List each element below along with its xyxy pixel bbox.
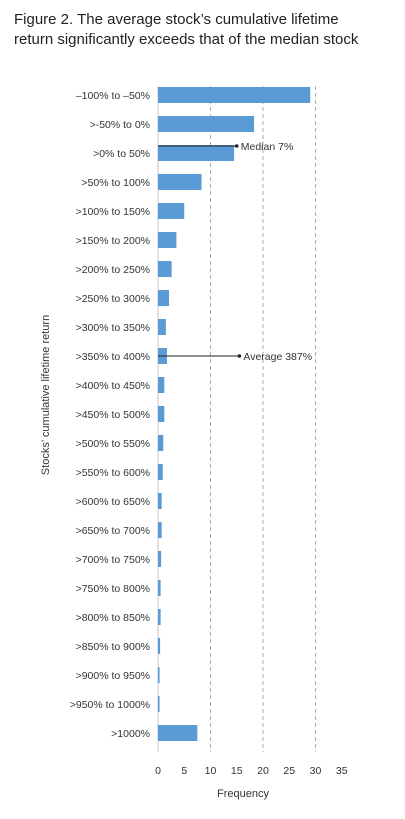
bar — [158, 435, 164, 451]
annotations: Median 7% Average 387% — [158, 141, 312, 363]
y-axis-title: Stocks’ cumulative lifetime return — [40, 315, 52, 475]
category-label: >350% to 400% — [76, 351, 150, 363]
category-labels: –100% to –50% >-50% to 0% >0% to 50% >50% t… — [70, 90, 150, 740]
category-label: >750% to 800% — [76, 583, 150, 595]
x-tick-label: 25 — [283, 765, 295, 777]
bar — [158, 522, 162, 538]
bar — [158, 87, 311, 103]
annotation-label: Average 387% — [243, 351, 312, 363]
x-tick-label: 15 — [231, 765, 243, 777]
category-label: >550% to 600% — [76, 467, 150, 479]
bar — [158, 319, 166, 335]
category-label: >0% to 50% — [93, 148, 150, 160]
category-label: >500% to 550% — [76, 438, 150, 450]
category-label: >700% to 750% — [76, 554, 150, 566]
bar — [158, 261, 172, 277]
bar — [158, 290, 170, 306]
category-label: >950% to 1000% — [70, 699, 150, 711]
bar — [158, 725, 198, 741]
category-label: –100% to –50% — [76, 90, 150, 102]
category-label: >650% to 700% — [76, 525, 150, 537]
category-label: >250% to 300% — [76, 293, 150, 305]
bar — [158, 580, 161, 596]
bar — [158, 203, 185, 219]
x-tick-label: 5 — [181, 765, 187, 777]
bar — [158, 232, 177, 248]
category-label: >800% to 850% — [76, 612, 150, 624]
x-tick-labels: 0 5 10 15 20 25 30 35 — [155, 765, 348, 777]
category-label: >50% to 100% — [81, 177, 150, 189]
bar — [158, 493, 162, 509]
annotation-dot — [237, 354, 242, 358]
bars — [158, 87, 311, 741]
bar — [158, 464, 163, 480]
bar — [158, 609, 161, 625]
bar — [158, 667, 160, 683]
category-label: >900% to 950% — [76, 670, 150, 682]
bar — [158, 638, 161, 654]
x-tick-label: 35 — [336, 765, 348, 777]
chart-title-line-2: return significantly exceeds that of the… — [14, 31, 359, 48]
annotation-label: Median 7% — [241, 141, 294, 153]
bar — [158, 116, 255, 132]
bar — [158, 696, 160, 712]
bar — [158, 145, 235, 161]
category-label: >1000% — [111, 728, 150, 740]
category-label: >300% to 350% — [76, 322, 150, 334]
bar — [158, 406, 165, 422]
category-label: >450% to 500% — [76, 409, 150, 421]
category-label: >100% to 150% — [76, 206, 150, 218]
bar — [158, 551, 162, 567]
bar — [158, 174, 202, 190]
x-tick-label: 30 — [310, 765, 322, 777]
category-label: >600% to 650% — [76, 496, 150, 508]
category-label: >-50% to 0% — [90, 119, 150, 131]
category-label: >850% to 900% — [76, 641, 150, 653]
chart-title-line-1: Figure 2. The average stock’s cumulative… — [14, 11, 339, 28]
annotation-dot — [234, 144, 239, 148]
x-tick-label: 0 — [155, 765, 161, 777]
category-label: >200% to 250% — [76, 264, 150, 276]
category-label: >400% to 450% — [76, 380, 150, 392]
x-tick-label: 20 — [257, 765, 269, 777]
x-tick-label: 10 — [205, 765, 217, 777]
chart-title: Figure 2. The average stock’s cumulative… — [14, 10, 399, 50]
x-axis-title: Frequency — [217, 788, 269, 800]
bar — [158, 377, 165, 393]
category-label: >150% to 200% — [76, 235, 150, 247]
